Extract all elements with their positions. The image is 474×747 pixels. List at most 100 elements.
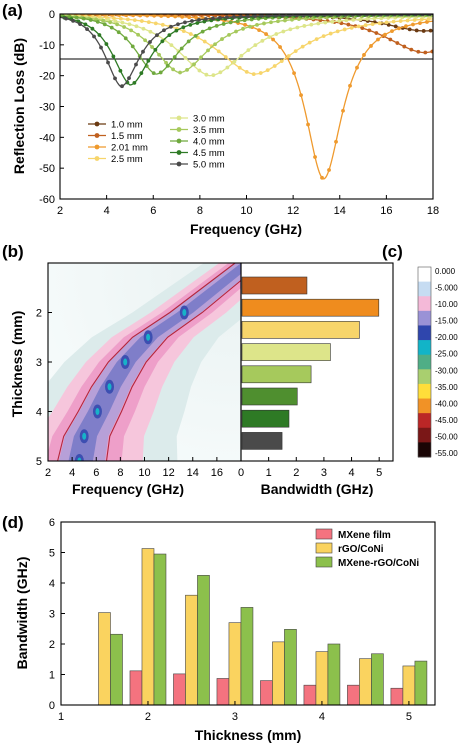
rl-point-3-0-mm: [295, 25, 300, 30]
rl-point-2-5-mm: [244, 69, 249, 74]
rl-point-3-5-mm: [178, 70, 182, 75]
bar-mxene-rgo-coni-3-mm: [240, 607, 254, 706]
bandwidth-bar-1-5-mm: [241, 276, 308, 295]
rl-point-4-5-mm: [132, 80, 137, 85]
colorbar-segment: [418, 325, 431, 341]
rl-point-4-5-mm: [153, 47, 158, 52]
rl-point-4-0-mm: [200, 29, 205, 34]
legend-swatch-marker: [176, 115, 182, 121]
rl-point-4-0-mm: [179, 46, 184, 51]
bar-mxene-film-3-mm: [216, 678, 230, 706]
panel-a-frame: [59, 13, 434, 200]
rl-point-2-01-mm: [180, 14, 185, 19]
rl-point-2-5-mm: [118, 16, 123, 21]
panel-b-xtick-label: 8: [117, 467, 123, 479]
rl-point-4-0-mm: [151, 71, 156, 76]
legend-label: 2.5 mm: [111, 154, 143, 165]
rl-point-1-5-mm: [206, 14, 211, 18]
rl-point-1-5-mm: [360, 26, 365, 31]
panel-c-xtick-label: 5: [376, 467, 382, 479]
rl-point-5-0-mm: [197, 18, 201, 22]
rl-point-2-01-mm: [299, 93, 303, 97]
rl-point-3-0-mm: [204, 72, 209, 77]
rl-point-2-01-mm: [138, 14, 143, 18]
rl-point-3-5-mm: [157, 52, 161, 57]
panel-c-label: (c): [382, 242, 403, 261]
rl-point-2-5-mm: [146, 20, 151, 24]
rl-point-5-0-mm: [246, 14, 250, 19]
panel-c-axes: 0 1 2 3 4 5: [238, 457, 382, 479]
resonance-spot: [79, 429, 89, 444]
rl-point-2-5-mm: [384, 20, 389, 25]
rl-point-1-5-mm: [430, 49, 433, 54]
rl-point-2-01-mm: [362, 53, 366, 57]
rl-point-5-0-mm: [155, 33, 159, 37]
bandwidth-bar-5-0-mm: [241, 432, 283, 450]
colorbar-tick-label: -45.00: [435, 416, 458, 425]
rl-point-2-5-mm: [272, 64, 277, 68]
rl-point-1-0-mm: [421, 29, 426, 33]
rl-point-5-0-mm: [211, 16, 215, 21]
colorbar-segment: [418, 442, 431, 458]
bar-mxene-film-3.5-mm: [260, 680, 273, 706]
rl-point-3-0-mm: [358, 17, 363, 22]
panel-d-xlabel: Thickness (mm): [195, 727, 302, 743]
rl-point-3-0-mm: [239, 53, 244, 58]
rl-point-3-5-mm: [164, 60, 168, 65]
panel-b-ytick-label: 4: [36, 407, 42, 419]
resonance-spot-inner: [77, 457, 82, 461]
rl-point-4-5-mm: [104, 42, 109, 46]
rl-point-2-5-mm: [314, 37, 319, 42]
rl-point-2-5-mm: [363, 23, 368, 28]
rl-point-5-0-mm: [120, 84, 124, 89]
rl-point-5-0-mm: [308, 14, 313, 17]
panel-d-bars: [98, 548, 428, 706]
panel-a-xtick-label: 8: [197, 205, 203, 217]
rl-point-1-5-mm: [416, 49, 421, 54]
rl-point-5-0-mm: [336, 14, 341, 17]
rl-point-2-5-mm: [279, 59, 284, 63]
rl-point-4-0-mm: [207, 26, 212, 31]
rl-point-1-5-mm: [409, 47, 414, 52]
rl-point-3-0-mm: [183, 55, 188, 60]
resonance-spot-inner: [107, 383, 112, 391]
panel-c-colorbar: 0.000 -5.000 -10.00 -15.00 -20.00 -25.00 -30.0…: [417, 266, 458, 458]
rl-point-3-5-mm: [255, 22, 259, 27]
rl-point-2-01-mm: [145, 14, 150, 18]
rl-point-3-0-mm: [120, 20, 125, 25]
rl-point-2-5-mm: [335, 29, 340, 34]
bandwidth-bar-3-0-mm: [241, 343, 331, 361]
panel-b: (b) 2 4 6 8 10 12 14 16 2 3 4 5 Frequency (GHz) Thi…: [2, 242, 242, 497]
legend-swatch-marker: [94, 133, 100, 138]
panel-c-xtick-label: 0: [238, 467, 244, 479]
rl-point-2-5-mm: [377, 21, 382, 26]
bar-rgo-coni-2.5-mm: [185, 594, 198, 706]
legend-swatch: [315, 542, 333, 554]
panel-d-xtick-label: 5: [406, 711, 412, 723]
rl-point-5-0-mm: [329, 14, 334, 17]
rl-point-4-0-mm: [123, 36, 128, 41]
colorbar-segment: [418, 369, 431, 385]
panel-d-label: (d): [2, 513, 24, 532]
rl-point-5-0-mm: [378, 14, 383, 17]
rl-point-2-5-mm: [286, 54, 291, 58]
legend-item-1-5-mm: 1.5 mm: [88, 131, 143, 142]
panel-d-ytick-label: 3: [49, 609, 55, 621]
bandwidth-bar-4-5-mm: [241, 409, 290, 428]
rl-point-1-5-mm: [220, 14, 225, 18]
rl-point-2-01-mm: [369, 44, 373, 48]
bar-rgo-coni-2-mm: [141, 548, 155, 706]
panel-d-ytick-label: 1: [49, 670, 55, 682]
rl-point-4-0-mm: [74, 15, 79, 20]
colorbar-segment: [418, 427, 431, 443]
rl-point-5-0-mm: [232, 15, 236, 19]
rl-point-1-5-mm: [423, 50, 428, 55]
rl-point-4-0-mm: [81, 16, 86, 21]
rl-point-2-5-mm: [181, 29, 186, 34]
rl-point-2-01-mm: [292, 71, 296, 76]
rl-point-3-0-mm: [309, 22, 314, 27]
rl-point-2-5-mm: [293, 49, 298, 54]
bar-mxene-rgo-coni-2.5-mm: [197, 575, 210, 706]
